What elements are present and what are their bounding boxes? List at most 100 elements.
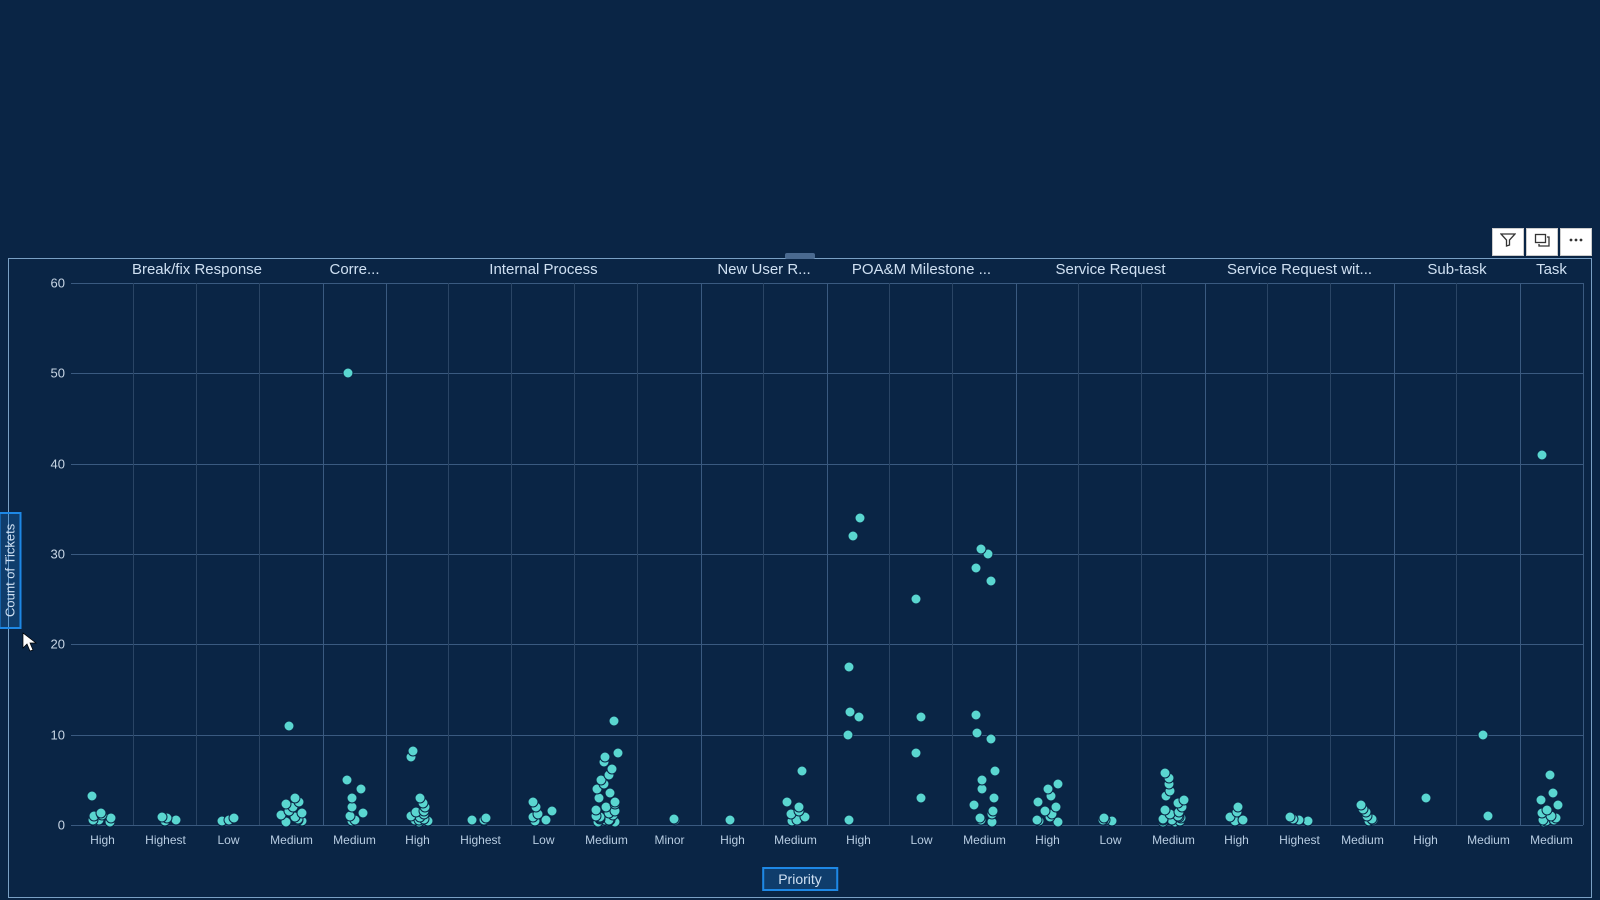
data-point[interactable] [1552,800,1563,811]
data-point[interactable] [1099,812,1110,823]
data-point[interactable] [1482,810,1493,821]
data-point[interactable] [347,792,358,803]
data-point[interactable] [1355,800,1366,811]
x-category: Medium [1142,283,1205,825]
data-point[interactable] [986,734,997,745]
data-point[interactable] [414,792,425,803]
y-tick-label: 50 [37,366,65,381]
x-axis-title[interactable]: Priority [762,867,838,891]
data-point[interactable] [971,562,982,573]
data-point[interactable] [607,764,618,775]
data-point[interactable] [855,512,866,523]
data-point[interactable] [466,815,477,826]
plot-area: 0102030405060Break/fix ResponseHighHighe… [71,283,1583,825]
data-point[interactable] [1421,792,1432,803]
facet: POA&M Milestone ...HighLowMedium [827,283,1017,825]
x-category-label: High [405,833,430,847]
y-axis-title[interactable]: Count of Tickets [0,512,22,629]
data-point[interactable] [989,765,1000,776]
chart-container[interactable]: 0102030405060Break/fix ResponseHighHighe… [8,258,1592,898]
data-point[interactable] [547,805,558,816]
data-point[interactable] [1178,794,1189,805]
data-point[interactable] [669,813,680,824]
data-point[interactable] [1040,805,1051,816]
data-point[interactable] [911,747,922,758]
data-point[interactable] [1536,449,1547,460]
data-point[interactable] [843,815,854,826]
data-point[interactable] [290,792,301,803]
data-point[interactable] [1285,811,1296,822]
data-point[interactable] [843,729,854,740]
data-point[interactable] [1032,814,1043,825]
x-category: Highest [449,283,512,825]
data-point[interactable] [986,576,997,587]
data-point[interactable] [843,661,854,672]
data-point[interactable] [1232,801,1243,812]
x-category: High [1394,283,1457,825]
data-point[interactable] [342,368,353,379]
resize-handle[interactable] [785,253,815,259]
x-category: High [386,283,449,825]
data-point[interactable] [604,788,615,799]
x-category-label: Low [532,833,554,847]
data-point[interactable] [156,811,167,822]
data-point[interactable] [228,812,239,823]
facet: Sub-taskHighMedium [1394,283,1521,825]
data-point[interactable] [600,752,611,763]
data-point[interactable] [612,747,623,758]
data-point[interactable] [1548,788,1559,799]
data-point[interactable] [916,711,927,722]
data-point[interactable] [1032,797,1043,808]
x-category-label: Medium [1530,833,1573,847]
data-point[interactable] [1545,770,1556,781]
data-point[interactable] [977,774,988,785]
data-point[interactable] [342,774,353,785]
data-point[interactable] [1541,804,1552,815]
data-point[interactable] [1160,767,1171,778]
data-point[interactable] [988,805,999,816]
data-point[interactable] [989,792,1000,803]
facet-title: Task [1520,261,1583,278]
facet-title: Service Request [1016,261,1205,278]
data-point[interactable] [284,720,295,731]
facet: Break/fix ResponseHighHighestLowMedium [71,283,324,825]
data-point[interactable] [480,812,491,823]
facet: Service RequestHighLowMedium [1016,283,1206,825]
data-point[interactable] [357,808,368,819]
facet: New User R...HighMedium [701,283,828,825]
data-point[interactable] [910,594,921,605]
data-point[interactable] [527,797,538,808]
data-point[interactable] [968,800,979,811]
data-point[interactable] [797,765,808,776]
x-category-label: High [1413,833,1438,847]
x-category-label: Medium [1152,833,1195,847]
x-category: Low [1079,283,1142,825]
data-point[interactable] [724,815,735,826]
x-category-label: Medium [1467,833,1510,847]
data-point[interactable] [845,707,856,718]
data-point[interactable] [1477,729,1488,740]
data-point[interactable] [1051,801,1062,812]
data-point[interactable] [356,783,367,794]
data-point[interactable] [1160,804,1171,815]
x-category-label: Highest [145,833,186,847]
focus-mode-button[interactable] [1526,228,1558,256]
data-point[interactable] [970,709,981,720]
data-point[interactable] [793,801,804,812]
x-category: High [1016,283,1079,825]
filter-button[interactable] [1492,228,1524,256]
data-point[interactable] [915,792,926,803]
data-point[interactable] [86,791,97,802]
data-point[interactable] [848,530,859,541]
data-point[interactable] [975,544,986,555]
data-point[interactable] [975,812,986,823]
more-options-button[interactable] [1560,228,1592,256]
x-category: Medium [953,283,1016,825]
data-point[interactable] [1535,794,1546,805]
data-point[interactable] [608,716,619,727]
data-point[interactable] [96,808,107,819]
data-point[interactable] [781,796,792,807]
data-point[interactable] [972,727,983,738]
data-point[interactable] [1053,779,1064,790]
data-point[interactable] [408,745,419,756]
